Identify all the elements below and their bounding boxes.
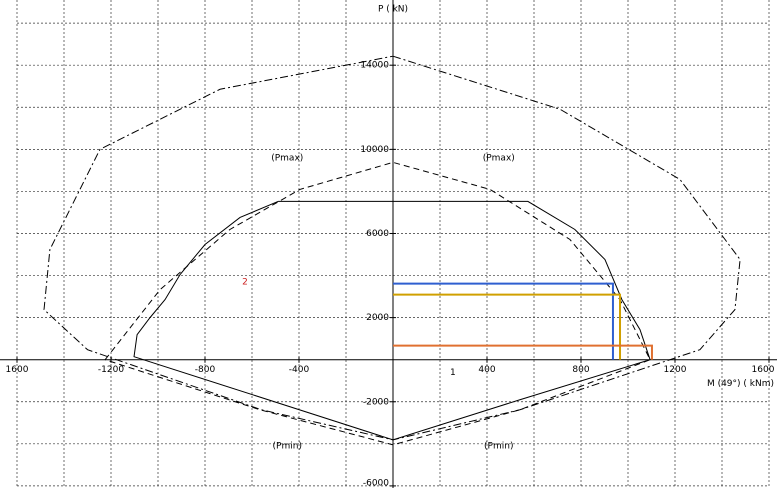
y-tick-label: 14000 <box>360 61 389 71</box>
x-tick-label: 1600 <box>752 365 775 375</box>
x-axis-label: M (49°) ( kNm) <box>707 379 774 389</box>
x-tick-label: 400 <box>478 365 495 375</box>
x-tick-label: 800 <box>572 365 589 375</box>
load-point-line <box>393 293 622 360</box>
load-point-line <box>393 282 614 360</box>
annotation: (Pmin) <box>273 441 302 451</box>
annotation: (Pmin) <box>484 441 513 451</box>
x-tick-label: 1200 <box>664 365 687 375</box>
y-tick-label: -2000 <box>363 397 389 407</box>
y-tick-label: -6000 <box>363 479 389 488</box>
y-tick-label: 10000 <box>360 145 389 155</box>
load-point-line <box>393 344 653 360</box>
annotation: 2 <box>242 277 248 287</box>
x-tick-label: -400 <box>289 365 310 375</box>
annotation: (Pmax) <box>483 153 515 163</box>
annotation: 1 <box>450 368 456 378</box>
interaction-curve <box>104 161 651 446</box>
annotation: (Pmax) <box>271 153 303 163</box>
y-tick-label: 2000 <box>366 313 389 323</box>
x-tick-label: -1200 <box>98 365 124 375</box>
y-axis-label: P ( kN) <box>378 5 408 15</box>
interaction-curve <box>43 55 741 441</box>
y-tick-label: 6000 <box>366 229 389 239</box>
x-tick-label: -800 <box>195 365 216 375</box>
x-tick-label: 1600 <box>6 365 29 375</box>
